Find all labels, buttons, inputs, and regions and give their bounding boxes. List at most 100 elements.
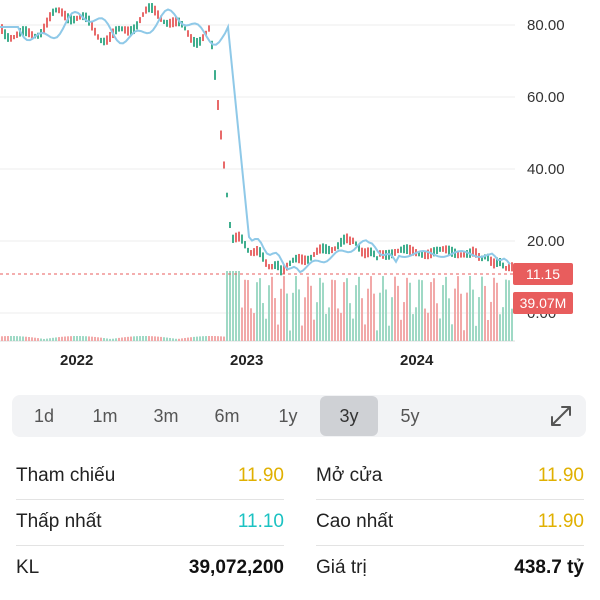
candle xyxy=(355,241,357,246)
volume-bar xyxy=(367,288,369,341)
candle xyxy=(391,249,393,259)
volume-bar xyxy=(289,330,291,341)
volume-bar xyxy=(151,336,153,341)
range-tab-3y[interactable]: 3y xyxy=(320,396,378,436)
candle xyxy=(349,236,351,245)
candle xyxy=(172,17,174,28)
candle xyxy=(214,70,216,80)
candle xyxy=(376,256,378,261)
volume-bar xyxy=(7,336,9,341)
volume-bar xyxy=(196,336,198,341)
candle xyxy=(427,249,429,260)
candle xyxy=(154,5,156,16)
volume-bar xyxy=(145,336,147,341)
candle xyxy=(52,8,54,16)
volume-bar xyxy=(256,282,258,341)
candle xyxy=(487,253,489,262)
candle xyxy=(265,259,267,267)
volume-bar xyxy=(58,337,60,341)
candle xyxy=(466,250,468,258)
candle xyxy=(148,3,150,13)
volume-bar xyxy=(277,324,279,341)
candle xyxy=(319,244,321,254)
range-tab-6m[interactable]: 6m xyxy=(214,406,240,426)
candle xyxy=(184,26,186,31)
volume-bar xyxy=(265,318,267,341)
candle xyxy=(277,260,279,271)
candle xyxy=(157,10,159,19)
candle xyxy=(25,26,27,37)
range-tab-5y[interactable]: 5y xyxy=(400,406,420,426)
volume-bar xyxy=(148,336,150,341)
stats-row-3: KL 39,072,200 Giá trị 438.7 tỷ xyxy=(0,545,600,591)
candle xyxy=(331,247,333,254)
volume-bar xyxy=(322,282,324,341)
range-tab-1d[interactable]: 1d xyxy=(33,406,55,426)
volume-bar xyxy=(304,297,306,341)
volume-bar xyxy=(40,338,42,341)
volume-bar xyxy=(85,336,87,341)
volume-bar xyxy=(64,336,66,341)
volume-bar xyxy=(415,307,417,341)
price-chart-canvas[interactable] xyxy=(0,0,600,380)
candle xyxy=(109,31,111,42)
volume-bar xyxy=(388,325,390,341)
volume-bar xyxy=(340,312,342,341)
candle xyxy=(361,247,363,257)
candle xyxy=(124,26,126,34)
volume-bar xyxy=(325,313,327,341)
y-tick-20: 20.00 xyxy=(527,233,565,250)
volume-bar xyxy=(133,336,135,341)
candle xyxy=(238,231,240,242)
candle xyxy=(100,37,102,44)
range-tab-3m[interactable]: 3m xyxy=(153,406,179,426)
candle xyxy=(442,246,444,252)
candle xyxy=(370,247,372,257)
volume-bar xyxy=(115,338,117,341)
range-tab-1m[interactable]: 1m xyxy=(92,406,118,426)
volume-bar xyxy=(373,293,375,341)
candle xyxy=(13,35,15,40)
volume-bar xyxy=(79,336,81,341)
volume-bar xyxy=(181,338,183,341)
volume-bar xyxy=(358,276,360,341)
volume-bar xyxy=(442,285,444,341)
volume-bar xyxy=(22,336,24,341)
candle xyxy=(151,3,153,13)
price-chart[interactable]: 80.00 60.00 40.00 20.00 0.00 11.15 39.07… xyxy=(0,0,600,380)
volume-bar xyxy=(250,308,252,341)
candle xyxy=(106,35,108,45)
range-tab-1y[interactable]: 1y xyxy=(278,406,298,426)
candle xyxy=(412,246,414,256)
candle xyxy=(4,29,6,40)
candle xyxy=(196,37,198,48)
volume-bar xyxy=(175,338,177,341)
volume-bar xyxy=(319,277,321,341)
candle xyxy=(268,264,270,270)
candle xyxy=(511,262,513,272)
stats-row-2: Thấp nhất 11.10 Cao nhất 11.90 xyxy=(0,499,600,545)
volume-bar xyxy=(136,336,138,341)
volume-bar xyxy=(328,307,330,341)
volume-bar xyxy=(376,330,378,341)
candle xyxy=(70,15,72,25)
volume-bar xyxy=(310,285,312,341)
expand-icon[interactable] xyxy=(548,403,574,429)
candle xyxy=(229,221,231,229)
volume-bar xyxy=(166,337,168,341)
candle xyxy=(73,15,75,24)
volume-bar xyxy=(112,338,114,341)
volume-bar xyxy=(46,338,48,341)
volume-bar xyxy=(280,288,282,341)
volume-bar xyxy=(481,276,483,341)
volume-bar xyxy=(130,336,132,341)
volume-bar xyxy=(223,336,225,341)
candle xyxy=(289,260,291,267)
volume-bar xyxy=(478,297,480,341)
volume-bar xyxy=(361,298,363,341)
candle xyxy=(142,12,144,17)
volume-bar xyxy=(355,285,357,341)
candle xyxy=(91,21,93,31)
volume-bar xyxy=(412,314,414,341)
candle xyxy=(28,28,30,38)
